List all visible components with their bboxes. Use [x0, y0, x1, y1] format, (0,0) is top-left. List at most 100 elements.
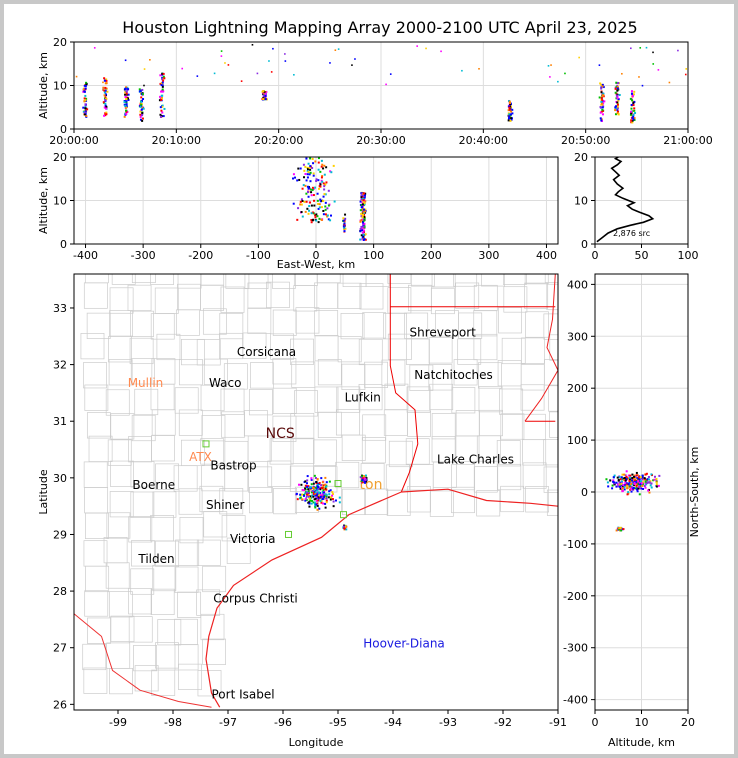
lightning-source-dot — [637, 480, 640, 483]
lightning-source-dot — [620, 482, 623, 485]
lightning-source-dot — [321, 180, 324, 183]
lma-station-marker — [285, 530, 292, 538]
lightning-source-dot — [322, 167, 325, 170]
lightning-source-dot — [617, 528, 620, 531]
lightning-source-dot — [360, 198, 363, 201]
county-boundary — [481, 274, 505, 287]
lightning-source-dot — [329, 219, 332, 222]
lightning-source-dot — [361, 227, 364, 230]
lightning-source-dot — [317, 485, 320, 488]
lightning-source-dot — [308, 497, 311, 500]
lightning-source-dot — [314, 486, 317, 489]
county-boundary — [455, 282, 480, 309]
lightning-source-dot — [625, 478, 628, 481]
lightning-source-dot — [103, 79, 106, 82]
lightning-source-dot — [161, 104, 164, 107]
lightning-source-dot — [631, 94, 634, 97]
lightning-source-dot — [213, 72, 216, 75]
x-tick-label: -91 — [549, 716, 567, 729]
lightning-source-dot — [160, 96, 163, 99]
lightning-source-dot — [102, 81, 104, 84]
lma-station-marker — [334, 480, 342, 488]
lightning-source-dot — [105, 105, 108, 108]
lightning-source-dot — [306, 168, 309, 171]
lightning-source-dot — [629, 113, 632, 116]
lightning-source-dot — [359, 220, 362, 223]
lightning-source-dot — [343, 220, 346, 223]
lightning-source-dot — [316, 199, 319, 202]
lightning-source-dot — [614, 106, 617, 109]
county-boundary — [196, 339, 221, 366]
lightning-source-dot — [102, 86, 105, 89]
lightning-source-dot — [323, 193, 326, 196]
lightning-source-dot — [643, 478, 646, 481]
x-tick-label: -100 — [246, 249, 271, 262]
lightning-source-dot — [332, 164, 335, 167]
x-tick-label: 0 — [313, 249, 320, 262]
county-boundary — [451, 387, 476, 414]
county-boundary — [201, 415, 226, 442]
lightning-source-dot — [127, 98, 130, 101]
lightning-source-dot — [84, 107, 87, 110]
lightning-source-dot — [317, 179, 320, 182]
lightning-source-dot — [293, 73, 295, 76]
lightning-source-dot — [627, 491, 630, 494]
lightning-source-dot — [310, 502, 313, 505]
lightning-source-dot — [321, 481, 324, 484]
lightning-source-dot — [224, 62, 226, 64]
lightning-source-dot — [299, 496, 302, 499]
county-boundary — [430, 287, 455, 315]
lightning-source-dot — [161, 78, 164, 81]
map-place-label: Mullin — [128, 376, 164, 390]
lightning-source-dot — [304, 165, 307, 168]
county-boundary — [381, 359, 406, 386]
lightning-source-dot — [653, 475, 656, 478]
lightning-source-dot — [624, 480, 627, 483]
lightning-source-dot — [325, 501, 328, 504]
lightning-source-dot — [626, 493, 629, 496]
lightning-source-dot — [338, 496, 341, 499]
axes-frame — [73, 273, 559, 711]
lightning-source-dot — [181, 67, 184, 70]
lightning-source-dot — [315, 503, 318, 506]
lightning-source-dot — [635, 474, 638, 477]
lightning-source-dot — [322, 199, 325, 202]
lightning-source-dot — [623, 488, 626, 491]
lightning-source-dot — [124, 95, 127, 98]
lightning-source-dot — [125, 97, 128, 100]
y-axis-label: Altitude, km — [37, 52, 50, 119]
lightning-source-dot — [313, 493, 316, 496]
lightning-source-dot — [600, 83, 603, 86]
lightning-source-dot — [325, 181, 328, 184]
x-tick-label: 20:00:00 — [49, 134, 98, 147]
county-boundary — [314, 335, 339, 362]
lightning-source-dot — [160, 94, 163, 97]
lightning-source-dot — [645, 483, 648, 486]
lightning-source-dot — [284, 53, 286, 55]
lightning-source-dot — [599, 82, 602, 85]
lightning-source-dot — [633, 481, 636, 484]
lightning-source-dot — [141, 106, 144, 109]
lightning-source-dot — [162, 75, 165, 78]
county-boundary — [314, 386, 339, 413]
lightning-source-dot — [320, 218, 323, 221]
source-count-annotation: 2,876 src — [613, 229, 650, 238]
county-boundary — [219, 488, 244, 515]
lightning-source-dot — [621, 490, 624, 493]
lightning-source-dot — [363, 196, 366, 199]
lightning-source-dot — [621, 487, 624, 490]
x-tick-label: -300 — [131, 249, 156, 262]
lightning-source-dot — [143, 68, 146, 70]
county-boundary — [453, 359, 478, 386]
lightning-source-dot — [616, 97, 619, 100]
county-boundary — [151, 669, 176, 696]
lightning-source-dot — [140, 108, 143, 111]
lightning-source-dot — [316, 508, 319, 511]
lightning-source-dot — [620, 476, 623, 479]
lma-station-marker — [340, 511, 347, 519]
lightning-source-dot — [343, 230, 346, 233]
lightning-source-dot — [344, 213, 347, 216]
lightning-source-dot — [507, 109, 510, 112]
lightning-source-dot — [141, 112, 144, 115]
lightning-source-dot — [125, 112, 128, 115]
